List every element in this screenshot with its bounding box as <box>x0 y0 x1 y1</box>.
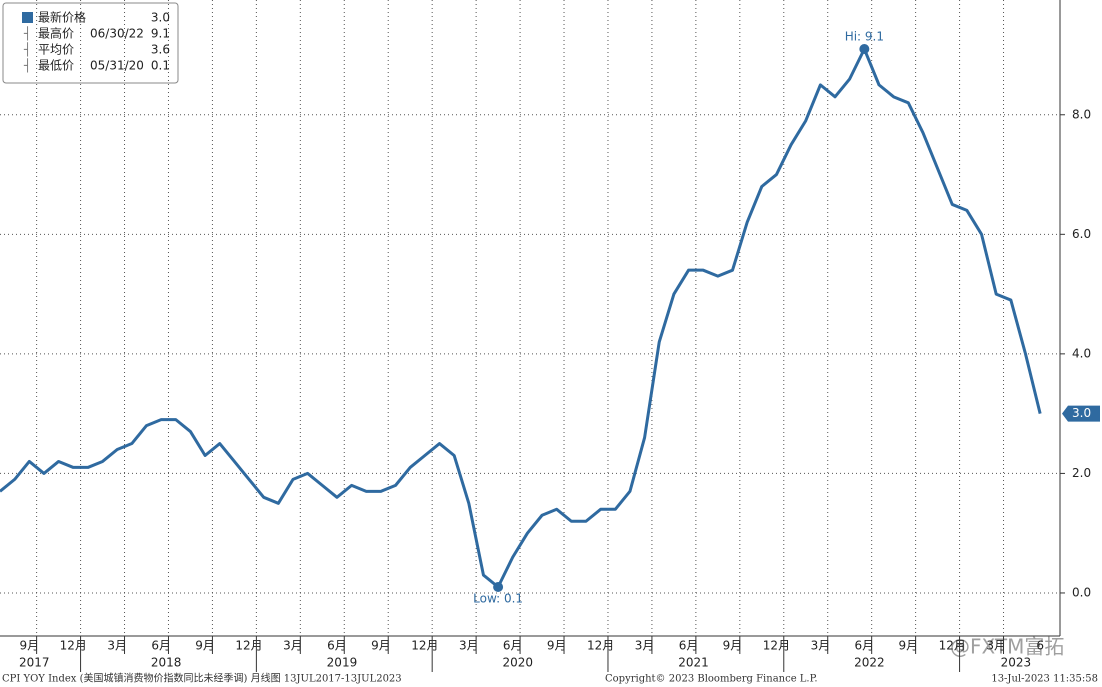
y-tick-label: 8.0 <box>1072 107 1091 121</box>
legend-name: 平均价 <box>38 43 74 57</box>
legend-icon: ┤ <box>23 26 31 41</box>
x-tick-label: 12月 <box>763 639 790 653</box>
high-marker <box>859 44 870 55</box>
x-tick-label: 6 <box>1036 639 1044 653</box>
x-tick-label: 6月 <box>151 639 171 653</box>
legend-value: 9.1 <box>151 27 170 41</box>
x-year-label: 2023 <box>1001 656 1032 670</box>
last-value-label: 3.0 <box>1072 406 1091 420</box>
legend-value: 0.1 <box>151 59 170 73</box>
x-year-label: 2020 <box>502 656 533 670</box>
x-year-label: 2019 <box>327 656 358 670</box>
x-tick-label: 12月 <box>235 639 262 653</box>
x-tick-label: 9月 <box>547 639 567 653</box>
x-tick-label: 9月 <box>371 639 391 653</box>
x-tick-label: 3月 <box>635 639 655 653</box>
low-label: Low: 0.1 <box>473 591 523 605</box>
legend-icon: ┤ <box>23 58 31 73</box>
legend-name: 最低价 <box>38 59 74 73</box>
x-tick-label: 12月 <box>587 639 614 653</box>
x-tick-label: 9月 <box>195 639 215 653</box>
legend-date: 05/31/20 <box>90 59 144 73</box>
x-tick-label: 6月 <box>503 639 523 653</box>
high-label: Hi: 9.1 <box>845 30 884 44</box>
x-tick-label: 3月 <box>283 639 303 653</box>
x-tick-label: 3月 <box>459 639 479 653</box>
low-marker <box>493 581 504 592</box>
x-tick-label: 3月 <box>811 639 831 653</box>
x-tick-label: 12月 <box>411 639 438 653</box>
x-tick-label: 12月 <box>60 639 87 653</box>
x-tick-label: 6月 <box>855 639 875 653</box>
x-tick-label: 3月 <box>986 639 1006 653</box>
legend-value: 3.6 <box>151 43 170 57</box>
line <box>0 47 1042 589</box>
footer-center: Copyright© 2023 Bloomberg Finance L.P. <box>605 674 818 685</box>
y-tick-label: 2.0 <box>1072 466 1091 480</box>
x-tick-label: 3月 <box>107 639 127 653</box>
x-tick-label: 9月 <box>723 639 743 653</box>
x-year-label: 2021 <box>678 656 709 670</box>
legend-name: 最新价格 <box>38 10 86 25</box>
watermark: @FXTM富拓 <box>950 635 1064 659</box>
y-tick-label: 0.0 <box>1072 585 1091 599</box>
x-year-label: 2017 <box>19 656 50 670</box>
footer-left: CPI YOY Index (美国城镇消费物价指数同比未经季调) 月线图 13J… <box>2 672 402 685</box>
legend-icon: ┤ <box>23 42 31 57</box>
legend-value: 3.0 <box>151 11 170 25</box>
x-tick-label: 12月 <box>939 639 966 653</box>
x-year-label: 2018 <box>151 656 182 670</box>
legend-box <box>2 2 179 84</box>
x-year-label: 2022 <box>854 656 885 670</box>
x-tick-label: 9月 <box>19 639 39 653</box>
legend-name: 最高价 <box>38 26 74 41</box>
x-tick-label: 6月 <box>327 639 347 653</box>
x-tick-label: 9月 <box>898 639 918 653</box>
footer-right: 13-Jul-2023 11:35:58 <box>991 674 1098 685</box>
y-tick-label: 6.0 <box>1072 227 1091 241</box>
y-tick-label: 4.0 <box>1072 346 1091 360</box>
last-value-tag <box>1062 405 1100 422</box>
x-tick-label: 6月 <box>679 639 699 653</box>
legend-date: 06/30/22 <box>90 27 144 41</box>
legend-swatch <box>22 12 33 23</box>
